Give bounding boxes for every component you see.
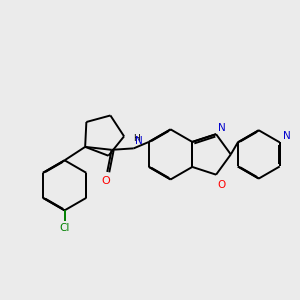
Text: H: H bbox=[133, 134, 140, 143]
Text: N: N bbox=[218, 123, 226, 133]
Text: O: O bbox=[218, 180, 226, 190]
Text: O: O bbox=[101, 176, 110, 186]
Text: Cl: Cl bbox=[59, 223, 70, 233]
Text: N: N bbox=[283, 131, 290, 141]
Text: N: N bbox=[135, 136, 143, 146]
